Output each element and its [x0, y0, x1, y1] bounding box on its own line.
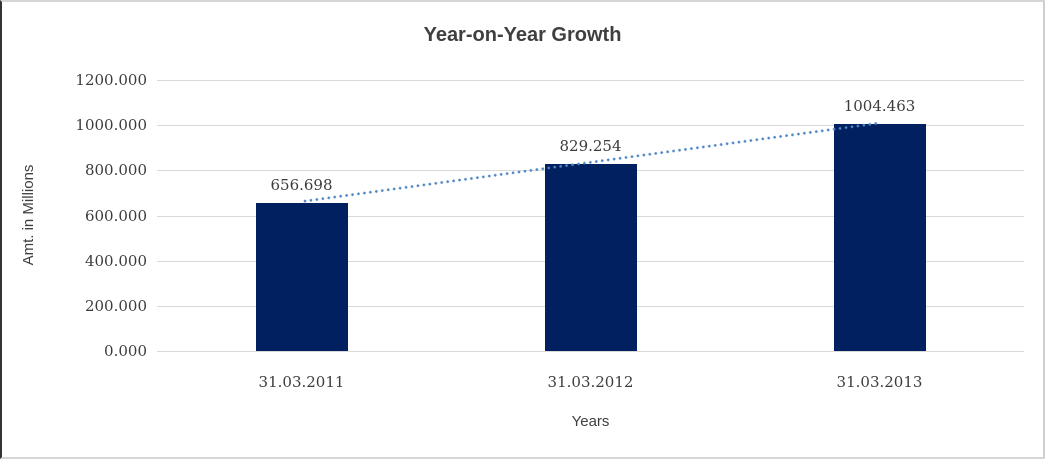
x-axis-title: Years: [571, 413, 610, 430]
y-tick-label: 200.000: [84, 296, 147, 315]
x-tick-label: 31.03.2012: [547, 373, 634, 391]
x-tick-label: 31.03.2011: [258, 373, 345, 391]
y-tick-label: 0.000: [104, 342, 147, 360]
y-tick-label: 800.000: [84, 161, 147, 180]
bar: [255, 202, 348, 351]
y-tick-label: 1200.000: [75, 71, 147, 89]
data-label: 656.698: [270, 175, 333, 194]
gridline: [157, 125, 1024, 127]
data-label: 829.254: [559, 136, 622, 155]
y-tick-label: 1000.000: [75, 116, 147, 135]
gridline: [157, 80, 1024, 81]
plot-area: 656.698 31.03.2011 829.254 31.03.2012 1004.4…: [157, 80, 1024, 391]
x-tick-label: 31.03.2013: [836, 373, 923, 391]
data-label: 1004.463: [843, 97, 916, 116]
y-tick-label: 400.000: [84, 251, 147, 270]
bar: [833, 124, 926, 351]
y-tick-label: 600.000: [84, 206, 147, 225]
gridline: [157, 351, 1024, 352]
chart-title: Year-on-Year Growth: [423, 24, 622, 46]
bar: [544, 163, 637, 351]
